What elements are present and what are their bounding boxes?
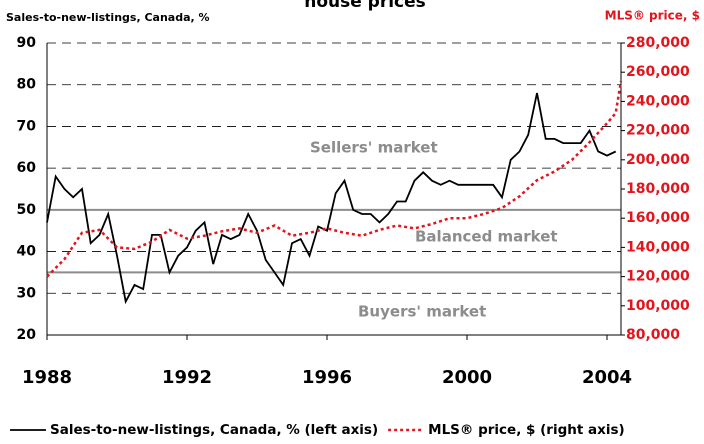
x-tick-label: 1996 [302,367,352,388]
y-axis-label: Sales-to-new-listings, Canada, % [6,11,210,24]
x-tick-label: 2000 [442,367,492,388]
y-tick-label: 70 [17,118,37,134]
legend-label: Sales-to-new-listings, Canada, % (left a… [50,422,378,438]
y2-axis-label: MLS® price, $ [605,9,700,23]
annotation: Buyers' market [358,303,486,321]
y-tick-label: 60 [17,160,37,176]
y2-tick-label: 160,000 [626,210,690,226]
y-tick-label: 20 [17,327,37,343]
y-tick-label: 50 [17,202,37,218]
y2-tick-label: 140,000 [626,239,690,255]
x-tick-label: 1988 [22,367,72,388]
y2-tick-label: 280,000 [626,35,690,51]
y-tick-label: 40 [17,244,37,260]
y2-tick-label: 220,000 [626,123,690,139]
series-line [46,92,617,305]
chart-title: house prices [304,0,426,12]
y2-tick-label: 200,000 [626,152,690,168]
y-tick-label: 30 [17,285,37,301]
annotation: Sellers' market [310,139,438,157]
y2-tick-label: 80,000 [626,327,680,343]
y2-tick-label: 260,000 [626,64,690,80]
series-line [46,80,623,278]
y2-tick-label: 120,000 [626,269,690,285]
y2-tick-label: 180,000 [626,181,690,197]
y2-tick-label: 240,000 [626,93,690,109]
y2-tick-label: 100,000 [626,298,690,314]
annotation: Balanced market [415,228,558,246]
y-tick-label: 90 [17,35,37,51]
x-tick-label: 1992 [162,367,212,388]
y-tick-label: 80 [17,77,37,93]
legend-label: MLS® price, $ (right axis) [428,422,625,438]
x-tick-label: 2004 [582,367,632,388]
